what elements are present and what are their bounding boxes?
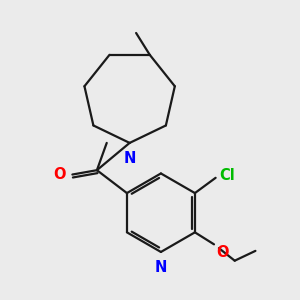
Text: Cl: Cl xyxy=(219,168,235,183)
Text: N: N xyxy=(123,151,136,166)
Text: O: O xyxy=(216,245,229,260)
Text: O: O xyxy=(53,167,66,182)
Text: N: N xyxy=(155,260,167,275)
